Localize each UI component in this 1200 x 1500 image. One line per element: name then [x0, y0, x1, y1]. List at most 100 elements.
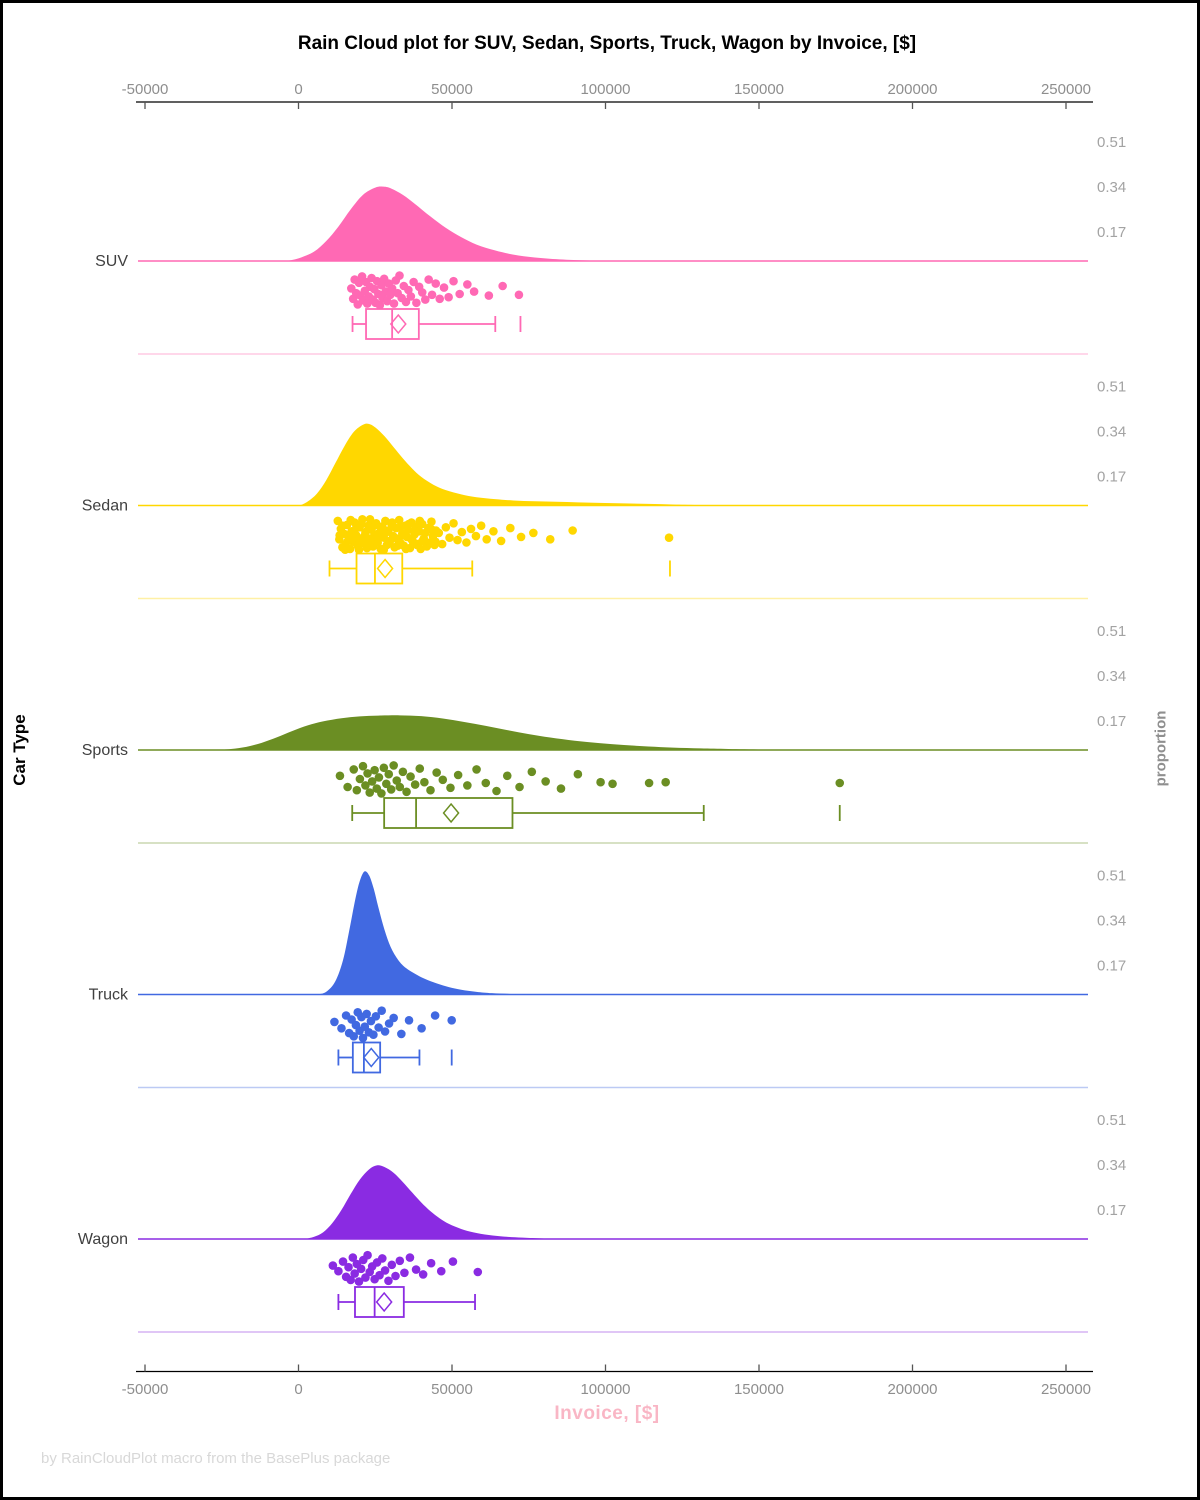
rain-point [418, 1270, 428, 1279]
rain-point [492, 786, 501, 796]
rain-point [410, 780, 420, 789]
rain-point [444, 292, 453, 302]
rain-point [427, 290, 437, 300]
proportion-tick-label: 0.17 [1097, 713, 1126, 730]
rain-point [391, 1271, 400, 1281]
rain-point [380, 1266, 390, 1275]
rain-point [446, 783, 455, 793]
density-area [300, 423, 729, 506]
rain-point [397, 1029, 406, 1039]
rain-point [374, 773, 384, 782]
chart-title: Rain Cloud plot for SUV, Sedan, Sports, … [297, 33, 917, 54]
y-axis-label: Car Type [10, 714, 29, 786]
panel-truck: Truck 0.51 0.34 0.17 [89, 868, 1126, 1089]
rain-point [573, 769, 583, 779]
box-iqr [354, 1286, 405, 1318]
panel-suv: SUV 0.51 0.34 0.17 [95, 134, 1126, 355]
rain-points [333, 515, 674, 554]
rain-point [396, 523, 405, 532]
rain-point [453, 535, 462, 545]
rain-point [431, 279, 441, 288]
rain-point [466, 524, 476, 534]
rain-point [340, 545, 350, 554]
rain-point [389, 1013, 398, 1023]
x-tick-label: 100000 [580, 81, 630, 98]
rain-point [545, 535, 555, 544]
rain-point [462, 538, 471, 547]
rain-point [374, 1023, 383, 1032]
rain-point [449, 276, 458, 286]
rain-point [346, 1275, 355, 1285]
rain-point [348, 1253, 358, 1262]
rain-point [404, 519, 414, 529]
rain-point [424, 275, 433, 284]
x-tick-label: 200000 [887, 81, 937, 98]
rain-point [393, 541, 402, 550]
rain-point [568, 526, 577, 535]
box-plot [337, 1041, 453, 1074]
rain-point [438, 775, 448, 785]
rain-point [382, 296, 392, 306]
proportion-tick-label: 0.17 [1097, 958, 1126, 975]
rain-point [439, 283, 449, 292]
rain-point [482, 535, 491, 544]
mean-diamond [389, 313, 407, 335]
density-area [316, 871, 538, 995]
rain-point [343, 782, 352, 792]
rain-point [379, 763, 389, 773]
rain-point [514, 290, 524, 300]
rain-point [463, 781, 472, 790]
rain-point [384, 1276, 393, 1286]
x-tick-label: 50000 [431, 81, 473, 98]
rain-point [457, 527, 467, 537]
category-label: Sports [82, 742, 128, 759]
rain-point [349, 1032, 359, 1041]
rain-point [338, 1257, 348, 1266]
box-plot [351, 797, 841, 829]
box-plot [351, 308, 522, 340]
x-tick-label: -50000 [122, 81, 169, 98]
rain-point [661, 777, 670, 787]
proportion-tick-label: 0.17 [1097, 224, 1126, 241]
proportion-tick-label: 0.51 [1097, 134, 1126, 151]
box-plot [328, 552, 671, 585]
rain-points [330, 1006, 456, 1043]
category-label: Wagon [78, 1231, 128, 1248]
proportion-tick-label: 0.51 [1097, 623, 1126, 640]
box-iqr [351, 1041, 382, 1074]
rain-point [453, 770, 463, 780]
rain-point [502, 771, 512, 781]
rain-point [360, 531, 369, 541]
box-iqr [355, 552, 404, 585]
rain-point [529, 528, 538, 538]
rain-point [350, 1269, 359, 1278]
rain-point [330, 1017, 339, 1027]
rain-point [418, 536, 427, 546]
x-tick-label: -50000 [122, 1381, 169, 1398]
rain-point [426, 1258, 436, 1268]
x-axis-label: Invoice, [$] [554, 1403, 660, 1424]
x-axis-top: -50000 0 50000 100000 150000 200000 250000 [122, 81, 1093, 109]
rain-point [358, 1033, 368, 1043]
rain-point [476, 521, 486, 530]
rain-point [401, 297, 411, 307]
rain-points [335, 761, 845, 798]
rain-point [365, 788, 375, 797]
rain-point [427, 517, 436, 526]
proportion-tick-label: 0.51 [1097, 379, 1126, 396]
rain-point [472, 765, 481, 774]
rain-point [398, 767, 408, 777]
rain-point [417, 1024, 426, 1033]
rain-point [835, 778, 845, 788]
x-tick-label: 50000 [431, 1381, 473, 1398]
rain-point [354, 278, 364, 288]
density-area [215, 715, 867, 750]
rain-point [426, 785, 435, 795]
rain-point [361, 781, 370, 790]
rain-point [338, 521, 347, 530]
rain-point [400, 1268, 409, 1278]
rain-point [436, 1266, 446, 1276]
rain-point [415, 516, 425, 526]
proportion-tick-label: 0.34 [1097, 1157, 1126, 1174]
rain-point [417, 288, 427, 297]
